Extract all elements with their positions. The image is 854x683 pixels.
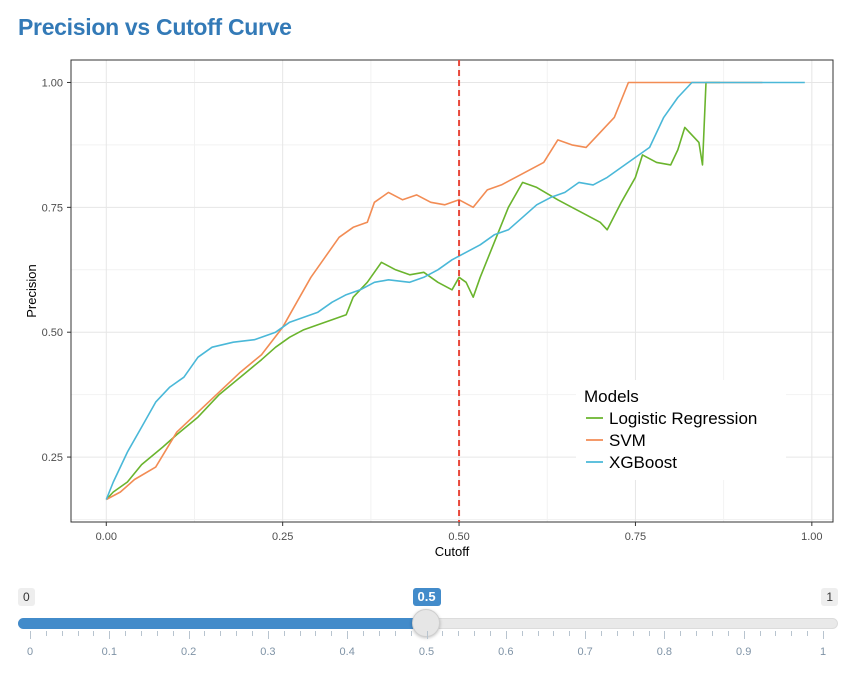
slider-minor-tick	[77, 631, 79, 636]
slider-major-tick	[585, 631, 587, 639]
legend-box	[576, 380, 786, 480]
y-tick-label: 1.00	[42, 77, 63, 89]
slider-major-tick	[188, 631, 190, 639]
slider-minor-tick	[616, 631, 618, 636]
slider-minor-tick	[458, 631, 460, 636]
slider-min-label: 0	[18, 588, 35, 606]
slider-minor-tick	[727, 631, 729, 636]
legend-label: Logistic Regression	[609, 409, 757, 428]
slider-minor-tick	[553, 631, 555, 636]
series-line-logistic-regression	[105, 81, 721, 501]
slider-minor-tick	[711, 631, 713, 636]
slider-minor-tick	[204, 631, 206, 636]
slider-minor-tick	[759, 631, 761, 636]
slider-minor-tick	[236, 631, 238, 636]
slider-tick-label: 0.6	[498, 646, 514, 658]
axes: 0.00 0.25 0.50 0.75 1.00 0.25 0.50 0.75 1.00	[42, 77, 823, 543]
slider-minor-tick	[521, 631, 523, 636]
slider-minor-tick	[680, 631, 682, 636]
slider-minor-tick	[220, 631, 222, 636]
x-tick-label: 1.00	[801, 531, 822, 543]
slider-major-tick	[30, 631, 31, 639]
legend-label: XGBoost	[609, 453, 677, 472]
slider-minor-tick	[93, 631, 95, 636]
slider-handle[interactable]	[411, 609, 440, 637]
slider-minor-tick	[807, 631, 809, 636]
slider-minor-tick	[283, 631, 285, 636]
slider-minor-tick	[775, 631, 777, 636]
slider-max-label: 1	[821, 588, 838, 606]
slider-minor-tick	[696, 631, 698, 636]
slider-tick-label: 0.8	[656, 646, 673, 658]
slider-major-tick	[823, 631, 824, 639]
slider-minor-tick	[648, 631, 650, 636]
slider-tick-label: 0.4	[339, 646, 355, 658]
slider-minor-tick	[156, 631, 158, 636]
y-axis-label: Precision	[24, 264, 39, 317]
slider-minor-tick	[141, 631, 143, 636]
cutoff-slider[interactable]: 0 1 0.5 0 0.1 0.2 0.3 0.4 0.5 0.6 0.7 0.8 0.9 1	[0, 580, 854, 683]
slider-major-tick	[664, 631, 666, 639]
slider-minor-tick	[791, 631, 793, 636]
legend: Models Logistic Regression SVM XGBoost	[576, 380, 786, 480]
slider-minor-tick	[537, 631, 539, 636]
x-axis-label: Cutoff	[435, 544, 470, 559]
slider-tick-label: 0	[26, 646, 34, 658]
series-line-xgboost	[105, 81, 805, 500]
slider-minor-tick	[600, 631, 602, 636]
slider-major-tick	[267, 631, 269, 639]
plot-border	[70, 59, 834, 523]
y-tick-label: 0.75	[42, 202, 63, 214]
slider-tick-label: 0.2	[180, 646, 197, 658]
slider-minor-tick	[442, 631, 444, 636]
slider-major-tick	[426, 631, 428, 639]
slider-minor-tick	[45, 631, 47, 636]
slider-minor-tick	[474, 631, 476, 636]
slider-minor-tick	[125, 631, 127, 636]
slider-minor-tick	[569, 631, 571, 636]
slider-tick-label: 1	[819, 646, 827, 658]
slider-tick-label: 0.3	[260, 646, 276, 658]
page-title: Precision vs Cutoff Curve	[18, 14, 292, 40]
slider-minor-tick	[252, 631, 254, 636]
slider-tick-label: 0.5	[418, 646, 435, 658]
slider-minor-tick	[394, 631, 396, 636]
y-tick-label: 0.25	[42, 452, 63, 464]
slider-minor-tick	[331, 631, 333, 636]
slider-minor-tick	[632, 631, 634, 636]
precision-cutoff-chart: 0.00 0.25 0.50 0.75 1.00 0.25 0.50 0.75 1.00 Cut…	[24, 59, 834, 559]
y-tick-label: 0.50	[42, 327, 63, 339]
slider-minor-tick	[299, 631, 301, 636]
slider-minor-tick	[172, 631, 174, 636]
series-lines	[105, 81, 805, 501]
legend-items: Logistic Regression SVM XGBoost	[586, 409, 757, 472]
legend-label: SVM	[609, 431, 646, 450]
x-tick-label: 0.25	[272, 531, 293, 543]
legend-title: Models	[584, 387, 639, 406]
slider-fill	[18, 618, 426, 629]
x-tick-label: 0.75	[625, 531, 646, 543]
slider-tick-label: 0.9	[736, 646, 752, 658]
slider-major-tick	[109, 631, 111, 639]
slider-tick-label: 0.1	[101, 646, 117, 658]
slider-minor-tick	[61, 631, 63, 636]
slider-minor-tick	[363, 631, 365, 636]
x-tick-label: 0.50	[448, 531, 469, 543]
slider-major-tick	[347, 631, 349, 639]
slider-minor-tick	[315, 631, 317, 636]
slider-minor-tick	[378, 631, 380, 636]
series-line-svm	[105, 81, 763, 501]
slider-minor-tick	[489, 631, 491, 636]
slider-major-tick	[505, 631, 507, 639]
slider-value-label: 0.5	[412, 588, 441, 606]
slider-tick-label: 0.7	[577, 646, 593, 658]
x-tick-label: 0.00	[96, 531, 117, 543]
slider-minor-tick	[410, 631, 412, 636]
slider-major-tick	[743, 631, 745, 639]
